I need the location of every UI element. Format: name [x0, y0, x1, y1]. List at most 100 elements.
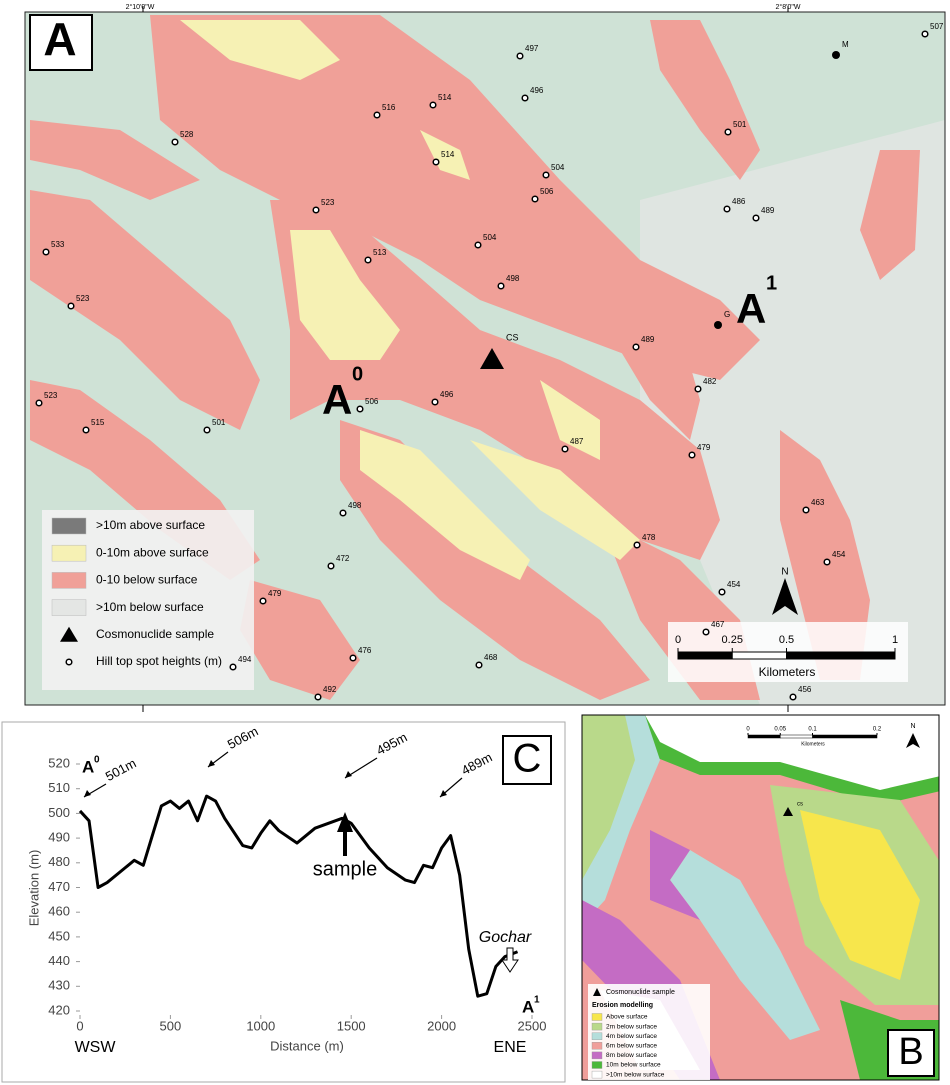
spot-height-label: 472	[336, 554, 350, 563]
legend-swatch	[592, 1033, 602, 1040]
scale-label: 0.1	[808, 727, 817, 733]
y-axis-title: Elevation (m)	[26, 850, 41, 927]
legend-label: 0-10m above surface	[96, 545, 209, 559]
spot-height-label: 489	[641, 335, 655, 344]
legend-label: 4m below surface	[606, 1033, 657, 1040]
spot-height-marker	[43, 249, 49, 255]
section-sup: 1	[766, 272, 777, 294]
scale-label: 0.5	[779, 634, 794, 646]
spot-height-label: 489	[761, 206, 775, 215]
spot-height-label: 467	[711, 620, 725, 629]
spot-height-label: 501	[212, 418, 226, 427]
arrow-head	[208, 760, 215, 767]
spot-height-label: 496	[440, 390, 454, 399]
point-marker	[832, 51, 840, 59]
spot-height-marker	[634, 542, 640, 548]
spot-height-marker	[498, 283, 504, 289]
legend-swatch	[592, 1062, 602, 1069]
north-label: N	[910, 723, 915, 730]
spot-height-marker	[633, 344, 639, 350]
section-sup: 1	[534, 995, 540, 1006]
x-tick-label: 2000	[427, 1018, 456, 1033]
x-tick-label: 2500	[518, 1018, 547, 1033]
x-tick-label: 500	[160, 1018, 182, 1033]
x-tick-label: 1500	[337, 1018, 366, 1033]
page: A C B 2°10'0"W 2°8'0"W N Kilometers Dist…	[0, 0, 950, 1085]
section-sup: 0	[352, 363, 363, 385]
x-axis-title: Distance (m)	[270, 1038, 344, 1053]
spot-height-marker	[204, 427, 210, 433]
panel-label: C	[513, 737, 542, 781]
x-tick-label: 1000	[246, 1018, 275, 1033]
spot-height-label: 504	[483, 233, 497, 242]
spot-height-marker	[695, 386, 701, 392]
legend-label: Above surface	[606, 1014, 648, 1021]
y-tick-label: 480	[48, 854, 70, 869]
point-label: G	[724, 310, 730, 319]
legend-label: 8m below surface	[606, 1052, 657, 1059]
spot-height-marker	[719, 589, 725, 595]
spot-height-label: 514	[438, 93, 452, 102]
scale-label: 0	[675, 634, 681, 646]
legend-swatch	[52, 600, 86, 616]
spot-height-label: 516	[382, 103, 396, 112]
legend-label: >10m above surface	[96, 518, 205, 532]
legend-swatch	[592, 1023, 602, 1030]
spot-height-label: 514	[441, 150, 455, 159]
end-label: ENE	[494, 1039, 527, 1056]
spot-height-marker	[350, 655, 356, 661]
spot-height-label: 454	[727, 580, 741, 589]
annotation: sample	[313, 858, 377, 880]
spot-height-marker	[922, 31, 928, 37]
legend-swatch	[592, 1014, 602, 1021]
annotation: 501m	[103, 755, 139, 784]
spot-height-label: 482	[703, 377, 717, 386]
spot-height-marker	[430, 102, 436, 108]
scale-label: 0.05	[774, 727, 786, 733]
spot-height-label: 487	[570, 437, 584, 446]
spot-height-label: 486	[732, 197, 746, 206]
spot-height-marker	[433, 159, 439, 165]
legend-swatch	[592, 1042, 602, 1049]
spot-height-label: 515	[91, 418, 105, 427]
annotation: 495m	[374, 729, 410, 758]
spot-height-marker	[340, 510, 346, 516]
panel-label: A	[43, 13, 76, 65]
spot-height-label: 456	[798, 685, 812, 694]
spot-height-label: 504	[551, 163, 565, 172]
annotation: 506m	[225, 723, 261, 752]
point-label: CS	[506, 332, 519, 342]
scale-unit: Kilometers	[801, 741, 825, 747]
spot-height-marker	[790, 694, 796, 700]
spot-height-marker	[36, 400, 42, 406]
section-label: A	[522, 997, 534, 1016]
profile-line	[80, 796, 518, 996]
legend-title: Erosion modelling	[592, 1002, 653, 1009]
legend-label: 10m below surface	[606, 1062, 661, 1069]
spot-height-marker	[517, 53, 523, 59]
spot-height-label: 463	[811, 498, 825, 507]
legend-swatch	[52, 518, 86, 534]
legend-label: Hill top spot heights (m)	[96, 654, 222, 668]
legend-label: >10m below surface	[606, 1071, 665, 1078]
coordinate-label: 2°10'0"W	[126, 3, 155, 11]
spot-height-marker	[315, 694, 321, 700]
spot-height-label: 468	[484, 653, 498, 662]
spot-height-marker	[328, 563, 334, 569]
spot-height-marker	[230, 664, 236, 670]
end-label: WSW	[75, 1039, 117, 1056]
annotation: 489m	[459, 749, 495, 778]
spot-height-marker	[83, 427, 89, 433]
spot-height-label: 476	[358, 646, 372, 655]
spot-height-marker	[703, 629, 709, 635]
point-label: M	[842, 40, 849, 49]
spot-height-label: 513	[373, 248, 387, 257]
spot-height-marker	[543, 172, 549, 178]
section-label: A	[322, 376, 352, 423]
spot-height-marker	[562, 446, 568, 452]
spot-height-marker	[365, 257, 371, 263]
legend-label: Cosmonuclide sample	[96, 627, 214, 641]
y-tick-label: 510	[48, 780, 70, 795]
legend-label: 0-10 below surface	[96, 573, 198, 587]
y-tick-label: 430	[48, 978, 70, 993]
